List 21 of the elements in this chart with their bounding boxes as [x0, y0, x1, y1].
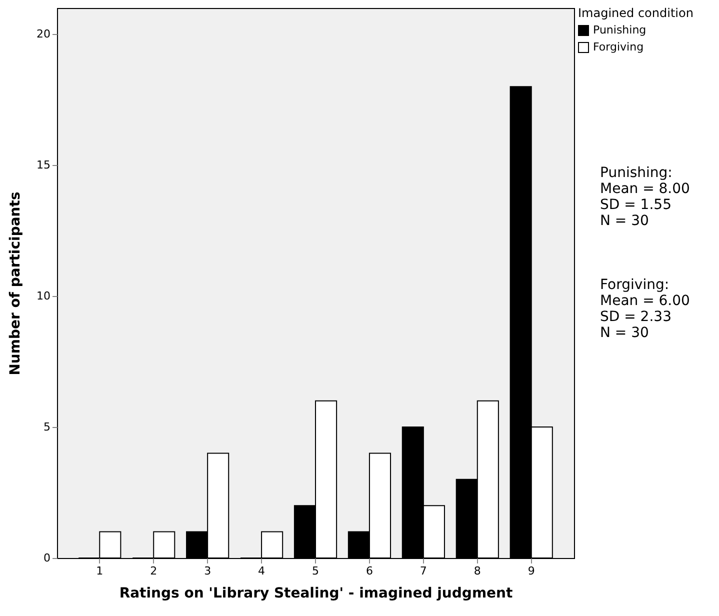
text: Forgiving: Mean = 6.00 SD = 2.33 N = 30: [600, 277, 690, 341]
x-tick-label: 4: [258, 564, 266, 578]
x-tick-label: 1: [96, 564, 104, 578]
x-tick-label: 5: [312, 564, 319, 578]
y-tick-label: 10: [36, 290, 50, 303]
y-axis-title: Number of participants: [8, 192, 24, 376]
x-tick-label: 9: [528, 564, 535, 578]
text: Punishing: Mean = 8.00 SD = 1.55 N = 30: [600, 165, 690, 229]
x-tick-label: 2: [150, 564, 158, 578]
legend-title: Imagined condition: [578, 6, 694, 20]
x-tick-label: 8: [474, 564, 481, 578]
x-tick-label: 6: [366, 564, 373, 578]
legend-label: Forgiving: [593, 40, 644, 54]
y-tick-label: 0: [44, 552, 50, 564]
y-tick-label: 20: [36, 28, 50, 41]
x-tick-label: 3: [204, 564, 212, 578]
x-tick-label: 7: [420, 564, 427, 578]
x-axis-title: Ratings on 'Library Stealing' - imagined judgment: [119, 586, 513, 602]
y-tick-label: 5: [44, 420, 50, 434]
legend-label: Punishing: [593, 24, 646, 36]
y-tick-label: 15: [36, 158, 50, 172]
